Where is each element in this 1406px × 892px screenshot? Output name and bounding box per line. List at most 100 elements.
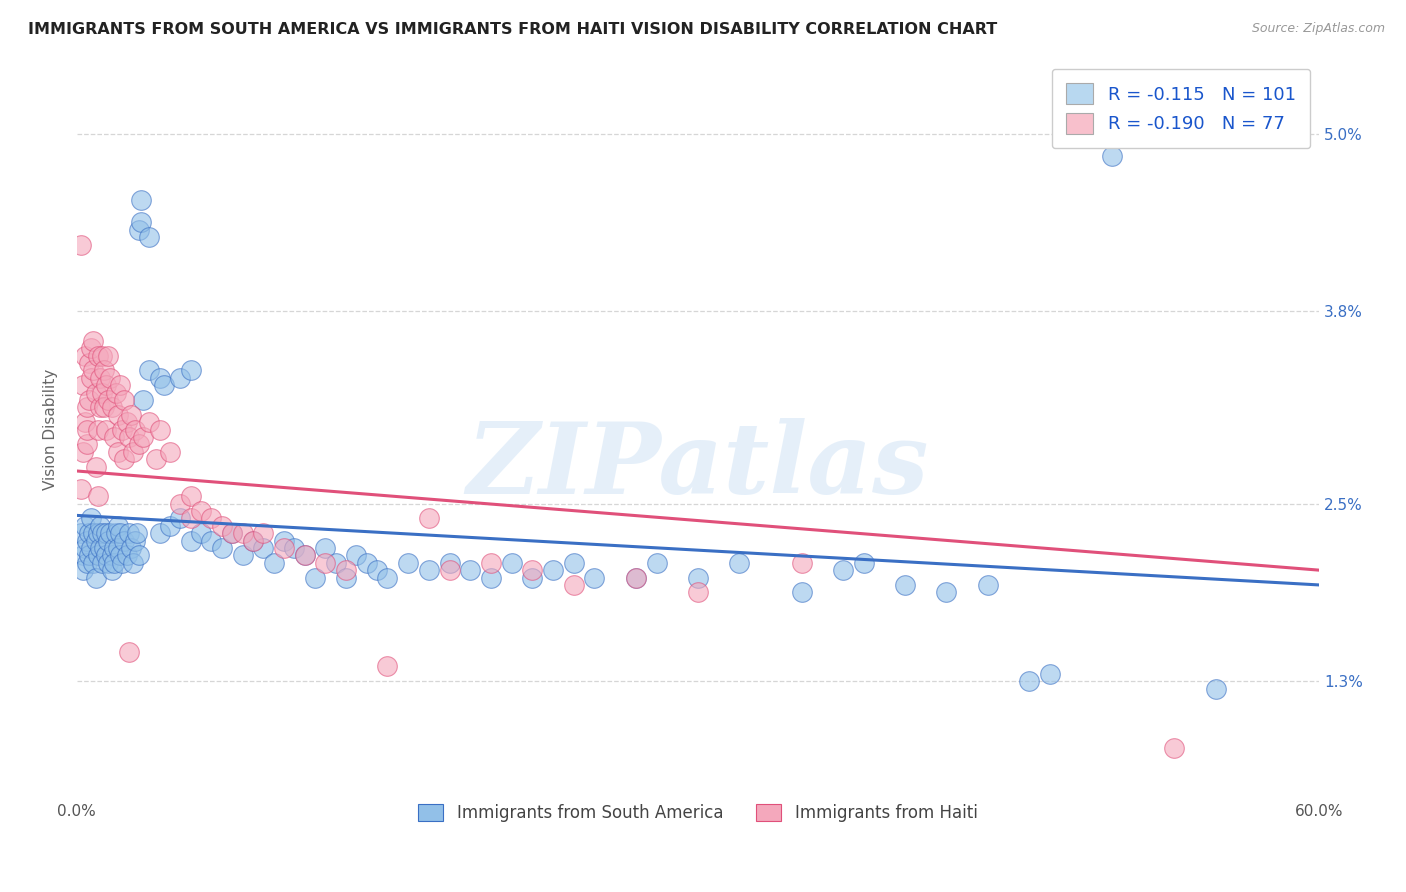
Point	[790, 556, 813, 570]
Point	[294, 549, 316, 563]
Point	[94, 526, 117, 541]
Point	[977, 578, 1000, 592]
Point	[97, 533, 120, 548]
Point	[479, 556, 502, 570]
Point	[120, 541, 142, 555]
Point	[1039, 666, 1062, 681]
Point	[89, 541, 111, 555]
Point	[479, 570, 502, 584]
Point	[169, 497, 191, 511]
Point	[117, 526, 139, 541]
Point	[86, 526, 108, 541]
Point	[377, 570, 399, 584]
Point	[89, 371, 111, 385]
Point	[522, 563, 544, 577]
Point	[89, 401, 111, 415]
Point	[439, 556, 461, 570]
Point	[114, 533, 136, 548]
Point	[335, 570, 357, 584]
Point	[107, 444, 129, 458]
Point	[117, 644, 139, 658]
Point	[115, 549, 138, 563]
Point	[325, 556, 347, 570]
Point	[132, 392, 155, 407]
Point	[94, 423, 117, 437]
Point	[80, 511, 103, 525]
Point	[107, 408, 129, 422]
Point	[75, 541, 97, 555]
Point	[79, 526, 101, 541]
Point	[72, 549, 94, 563]
Point	[82, 363, 104, 377]
Point	[356, 556, 378, 570]
Point	[86, 489, 108, 503]
Point	[76, 401, 98, 415]
Point	[190, 504, 212, 518]
Point	[70, 526, 93, 541]
Point	[242, 533, 264, 548]
Point	[562, 578, 585, 592]
Point	[159, 518, 181, 533]
Point	[894, 578, 917, 592]
Point	[242, 533, 264, 548]
Point	[79, 356, 101, 370]
Point	[93, 541, 115, 555]
Point	[70, 237, 93, 252]
Point	[103, 430, 125, 444]
Point	[458, 563, 481, 577]
Point	[138, 230, 160, 244]
Point	[624, 570, 647, 584]
Point	[935, 585, 957, 599]
Point	[211, 518, 233, 533]
Point	[200, 533, 222, 548]
Point	[159, 444, 181, 458]
Text: ZIPatlas: ZIPatlas	[467, 418, 929, 515]
Point	[75, 415, 97, 429]
Point	[149, 371, 172, 385]
Point	[124, 533, 146, 548]
Point	[80, 371, 103, 385]
Point	[98, 526, 121, 541]
Point	[541, 563, 564, 577]
Point	[273, 541, 295, 555]
Point	[138, 363, 160, 377]
Point	[76, 556, 98, 570]
Point	[211, 541, 233, 555]
Point	[686, 570, 709, 584]
Point	[115, 415, 138, 429]
Point	[103, 541, 125, 555]
Point	[252, 541, 274, 555]
Point	[105, 526, 128, 541]
Point	[111, 423, 134, 437]
Point	[686, 585, 709, 599]
Point	[80, 341, 103, 355]
Point	[180, 511, 202, 525]
Point	[72, 563, 94, 577]
Point	[93, 401, 115, 415]
Point	[107, 541, 129, 555]
Point	[84, 570, 107, 584]
Point	[852, 556, 875, 570]
Point	[344, 549, 367, 563]
Point	[418, 511, 440, 525]
Text: Source: ZipAtlas.com: Source: ZipAtlas.com	[1251, 22, 1385, 36]
Point	[107, 518, 129, 533]
Point	[121, 556, 143, 570]
Point	[120, 408, 142, 422]
Point	[149, 526, 172, 541]
Point	[76, 533, 98, 548]
Point	[121, 444, 143, 458]
Point	[1205, 681, 1227, 696]
Point	[138, 415, 160, 429]
Point	[153, 378, 176, 392]
Point	[86, 423, 108, 437]
Point	[101, 401, 124, 415]
Point	[79, 549, 101, 563]
Point	[84, 533, 107, 548]
Point	[84, 385, 107, 400]
Point	[79, 392, 101, 407]
Point	[418, 563, 440, 577]
Point	[97, 392, 120, 407]
Point	[97, 349, 120, 363]
Point	[90, 385, 112, 400]
